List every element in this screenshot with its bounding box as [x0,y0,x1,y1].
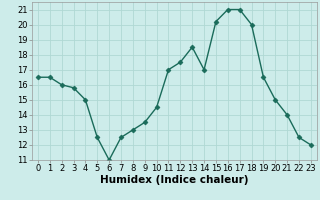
X-axis label: Humidex (Indice chaleur): Humidex (Indice chaleur) [100,175,249,185]
